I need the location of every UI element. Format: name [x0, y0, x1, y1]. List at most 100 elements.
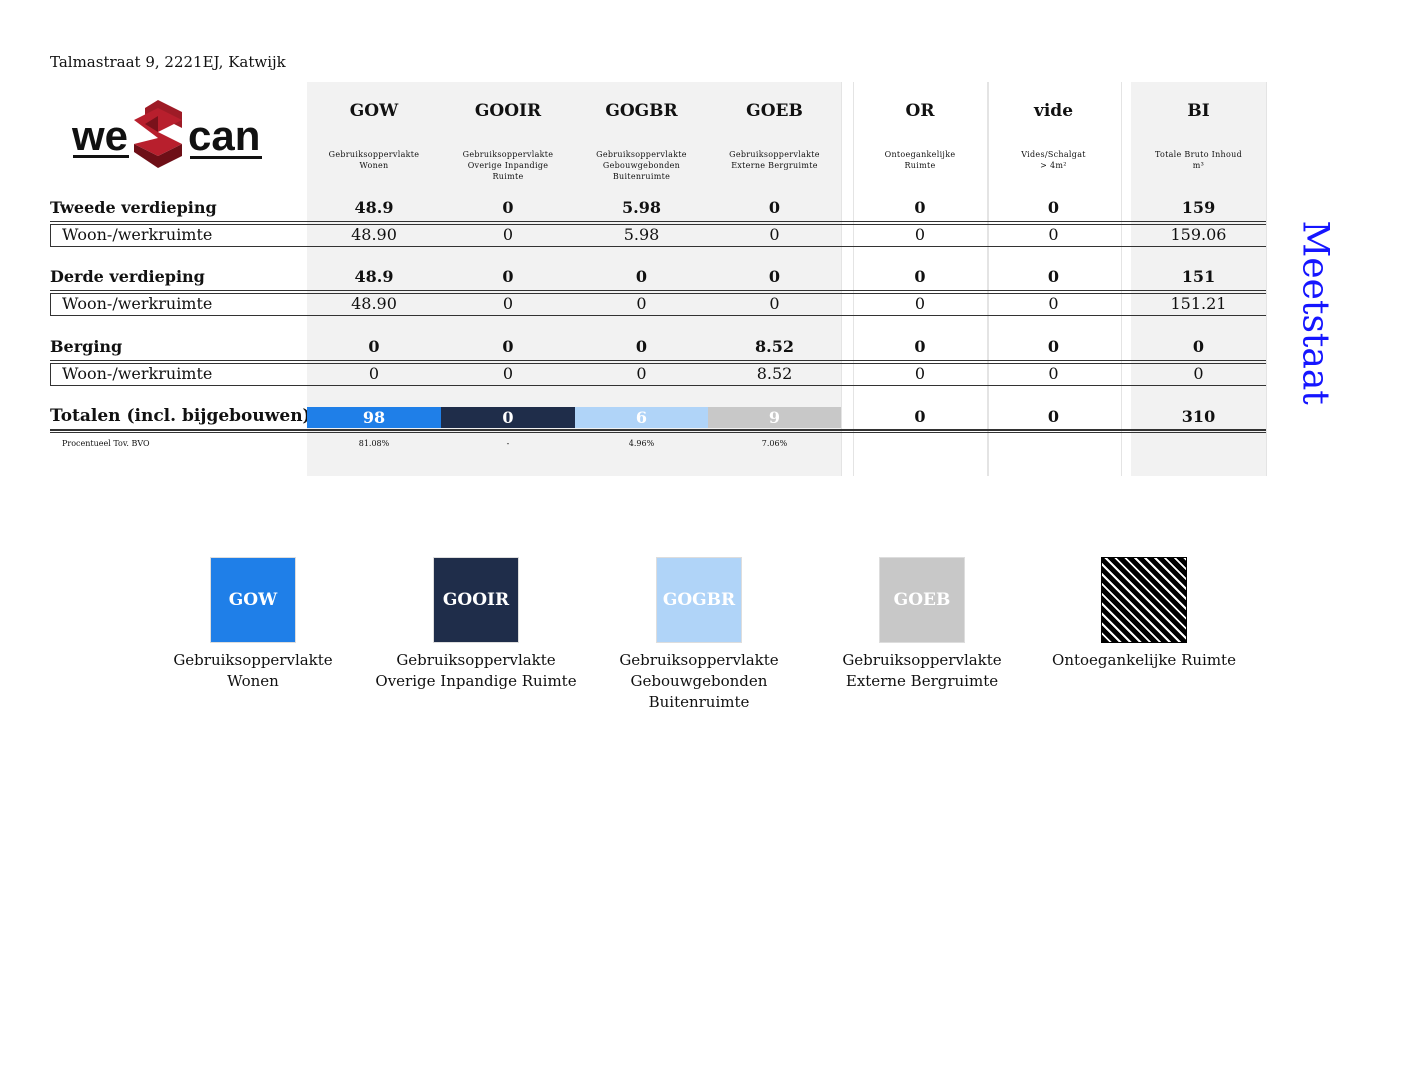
row-value: 0	[1193, 364, 1204, 383]
total-colored-cell: 0	[441, 407, 575, 428]
column-description: Totale Bruto Inhoud m³	[1154, 150, 1243, 170]
column-code: BI	[1187, 101, 1210, 121]
row-value: 0	[914, 294, 926, 313]
column-code: OR	[905, 101, 935, 121]
column-code: GOW	[349, 101, 399, 121]
column-description: Gebruiksoppervlakte Overige Inpandige Ruim…	[462, 150, 554, 181]
section-total: 0	[502, 198, 514, 217]
total-colored-cell: 98	[307, 407, 441, 428]
legend-swatch-or	[1101, 557, 1187, 643]
double-line-bottom	[50, 293, 1266, 294]
double-line-bottom	[50, 363, 1266, 364]
section-label: Derde verdieping	[50, 267, 205, 286]
double-line-bottom	[50, 224, 1266, 225]
row-value: 8.52	[756, 364, 793, 383]
column-description: Vides/Schalgat > 4m²	[1021, 150, 1086, 170]
legend-swatch-gow: GOW	[210, 557, 296, 643]
section-total: 0	[768, 267, 781, 286]
row-left-tick	[50, 224, 51, 246]
column-description: Gebruiksoppervlakte Externe Bergruimte	[729, 150, 820, 170]
percent-value: 7.06%	[761, 439, 788, 448]
double-line-top	[50, 360, 1266, 361]
column-description: Ontoegankelijke Ruimte	[884, 150, 956, 170]
legend-label: Gebruiksoppervlakte Gebouwgebonden Buitenr…	[619, 651, 779, 711]
row-value: 159.06	[1170, 225, 1227, 244]
column-code: GOOIR	[474, 101, 542, 121]
column-background	[1131, 82, 1267, 476]
total-colored-cell: 9	[708, 407, 841, 428]
row-label: Woon-/werkruimte	[62, 225, 213, 244]
row-value: 48.90	[351, 294, 397, 313]
column-description: Gebruiksoppervlakte Wonen	[328, 150, 420, 170]
row-value: 0	[914, 364, 926, 383]
row-divider	[50, 315, 1266, 316]
svg-text:we: we	[71, 112, 128, 159]
total-colored-cell: 6	[575, 407, 708, 428]
legend-swatch-gogbr: GOGBR	[656, 557, 742, 643]
column-background	[853, 82, 989, 476]
section-total: 0	[1047, 337, 1060, 356]
row-left-tick	[50, 293, 51, 315]
section-total: 0	[502, 267, 514, 286]
column-code: vide	[1033, 101, 1074, 121]
double-line-top	[50, 221, 1266, 222]
row-value: 5.98	[623, 225, 660, 244]
row-label: Woon-/werkruimte	[62, 364, 213, 383]
section-label: Berging	[50, 337, 123, 356]
row-value: 0	[368, 364, 380, 383]
section-total: 0	[1192, 337, 1205, 356]
section-total: 0	[368, 337, 380, 356]
legend-label: Gebruiksoppervlakte Externe Bergruimte	[842, 651, 1002, 690]
legend-swatch-gooir: GOOIR	[433, 557, 519, 643]
section-total: 0	[768, 198, 781, 217]
double-line-top	[50, 290, 1266, 291]
row-value: 0	[502, 294, 514, 313]
percent-value: -	[506, 439, 510, 448]
row-value: 0	[914, 225, 926, 244]
legend-label: Gebruiksoppervlakte Overige Inpandige Rui…	[375, 651, 577, 690]
row-value: 0	[769, 225, 780, 244]
section-total: 159	[1181, 198, 1216, 217]
row-value: 48.90	[351, 225, 397, 244]
totals-line-top	[50, 429, 1266, 431]
row-left-tick	[50, 363, 51, 385]
percent-label: Procentueel Tov. BVO	[62, 439, 150, 448]
row-divider	[50, 385, 1266, 386]
section-total: 0	[1047, 267, 1060, 286]
row-value: 0	[1048, 225, 1059, 244]
section-total: 151	[1181, 267, 1216, 286]
svg-text:can: can	[188, 112, 260, 159]
row-value: 0	[502, 364, 514, 383]
total-value: 0	[914, 407, 926, 426]
row-value: 0	[636, 364, 647, 383]
section-total: 0	[635, 337, 648, 356]
row-value: 0	[1048, 294, 1059, 313]
section-total: 0	[914, 267, 926, 286]
section-total: 5.98	[622, 198, 661, 217]
row-value: 0	[769, 294, 780, 313]
percent-value: 4.96%	[628, 439, 655, 448]
wescan-logo: we can	[70, 98, 270, 173]
column-code: GOGBR	[605, 101, 678, 121]
total-value: 0	[1047, 407, 1060, 426]
section-total: 0	[914, 337, 926, 356]
address: Talmastraat 9, 2221EJ, Katwijk	[50, 53, 286, 71]
percent-value: 81.08%	[358, 439, 390, 448]
row-value: 151.21	[1170, 294, 1227, 313]
row-label: Woon-/werkruimte	[62, 294, 213, 313]
section-total: 0	[1047, 198, 1060, 217]
row-value: 0	[1048, 364, 1059, 383]
column-description: Gebruiksoppervlakte Gebouwgebonden Buitenr…	[596, 150, 687, 181]
side-title: Meetstaat	[1294, 220, 1336, 405]
row-value: 0	[636, 294, 647, 313]
row-value: 0	[502, 225, 514, 244]
legend-label: Gebruiksoppervlakte Wonen	[173, 651, 333, 690]
section-label: Tweede verdieping	[50, 198, 217, 217]
section-total: 8.52	[755, 337, 794, 356]
section-total: 48.9	[354, 198, 394, 217]
legend-swatch-goeb: GOEB	[879, 557, 965, 643]
totals-label: Totalen (incl. bijgebouwen)	[50, 406, 311, 426]
section-total: 0	[502, 337, 514, 356]
total-value: 310	[1181, 407, 1216, 426]
totals-line-bottom	[50, 432, 1266, 433]
